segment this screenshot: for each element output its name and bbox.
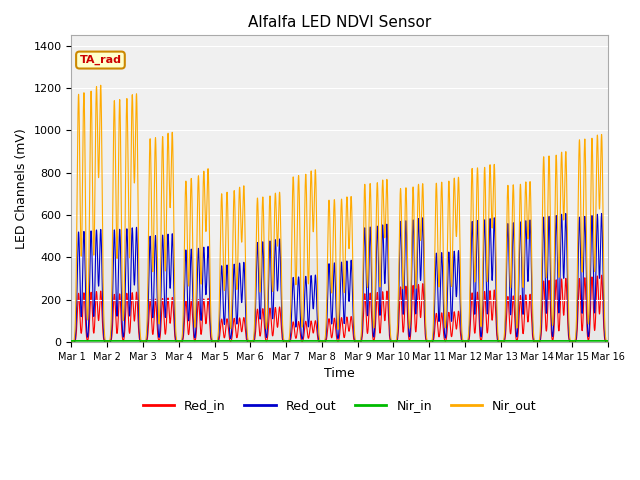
Nir_out (414, 202, 422, 207)
Red_in (490, 290, 498, 296)
Red_in (68, 339, 76, 345)
Line: Red_out: Red_out (72, 214, 608, 342)
Red_in (604, 339, 612, 345)
Bar (72, 36, 608, 257)
Nir_in (414, 338, 422, 344)
Nir_in (68, 338, 76, 344)
Red_out (602, 339, 610, 345)
Red_out (182, 250, 190, 255)
Text: TA_rad: TA_rad (79, 55, 122, 65)
Nir_in (182, 338, 190, 344)
Red_in (598, 272, 605, 278)
Line: Red_in: Red_in (72, 275, 608, 342)
Nir_out (269, 286, 276, 292)
Nir_in (604, 338, 612, 344)
Nir_out (177, 339, 184, 345)
Red_out (414, 238, 422, 244)
Nir_in (268, 338, 276, 344)
Nir_in (602, 338, 610, 344)
Red_out (68, 339, 76, 345)
Red_in (182, 299, 190, 305)
Red_out (490, 221, 498, 227)
Nir_in (490, 338, 498, 344)
Nir_in (177, 338, 184, 344)
Red_in (602, 339, 610, 345)
X-axis label: Time: Time (324, 367, 355, 380)
Nir_out (602, 338, 610, 344)
Legend: Red_in, Red_out, Nir_in, Nir_out: Red_in, Red_out, Nir_in, Nir_out (138, 394, 541, 417)
Nir_out (604, 339, 612, 345)
Red_out (604, 339, 612, 345)
Nir_out (68, 339, 76, 345)
Red_in (414, 293, 422, 299)
Red_out (562, 211, 570, 216)
Nir_out (490, 165, 498, 171)
Nir_out (97, 83, 104, 88)
Line: Nir_out: Nir_out (72, 85, 608, 342)
Red_out (268, 313, 276, 319)
Y-axis label: LED Channels (mV): LED Channels (mV) (15, 128, 28, 249)
Nir_out (182, 183, 190, 189)
Red_out (177, 339, 184, 345)
Red_in (177, 339, 184, 345)
Title: Alfalfa LED NDVI Sensor: Alfalfa LED NDVI Sensor (248, 15, 431, 30)
Red_in (268, 332, 276, 338)
